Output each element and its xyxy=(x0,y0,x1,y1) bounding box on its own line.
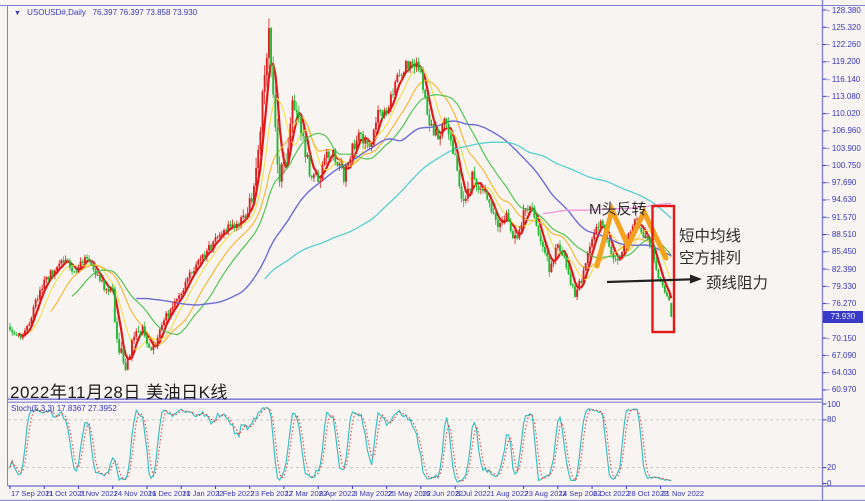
annotation-ma-bearish-alignment[interactable]: 短中均线 空方排列 xyxy=(679,226,741,270)
date-tick-label: 1 Aug 2022 xyxy=(490,489,529,498)
price-tick-label: - 125.320 xyxy=(827,22,861,32)
annotation-line-2: 空方排列 xyxy=(679,250,742,267)
stochastic-indicator-label: Stoch(5,3,3) 17.8367 27.3952 xyxy=(11,404,117,413)
date-tick-label: 8 Jul 2022 xyxy=(456,489,491,498)
annotation-neckline-resistance[interactable]: 颈线阻力 xyxy=(706,275,769,292)
date-tick-label: 2 Nov 2021 xyxy=(79,489,118,498)
price-tick-label: - 70.150 xyxy=(827,333,857,343)
ohlc-quote-label: 76.397 76.397 73.858 73.930 xyxy=(92,8,198,17)
stoch-level-label: 80 xyxy=(827,415,836,425)
stoch-level-label: 20 xyxy=(827,463,836,473)
chart-caption: 2022年11月28日 美油日K线 xyxy=(10,383,228,402)
price-tick-label: - 113.080 xyxy=(827,91,861,101)
date-tick-label: 28 Oct 2022 xyxy=(627,489,669,498)
symbol-dropdown-icon[interactable]: ▼ xyxy=(14,10,21,17)
date-tick-label: 6 Oct 2022 xyxy=(593,489,630,498)
symbol-period-label: USOUSD#,Daily xyxy=(27,8,86,17)
date-tick-label: 21 Nov 2022 xyxy=(661,489,705,498)
date-tick-label: 24 Nov 2021 xyxy=(113,489,157,498)
price-tick-label: - 103.900 xyxy=(827,143,861,153)
price-tick-label: - 128.380 xyxy=(827,5,861,15)
date-tick-label: 16 Jun 2022 xyxy=(421,489,464,498)
price-tick-label: - 64.030 xyxy=(827,368,857,378)
ma-5-line xyxy=(17,62,673,361)
price-tick-label: - 119.200 xyxy=(827,57,861,67)
date-tick-label: 17 Mar 2022 xyxy=(284,489,328,498)
price-tick-label: - 76.270 xyxy=(827,299,857,309)
price-tick-label: - 60.970 xyxy=(827,385,857,395)
ma-30-line xyxy=(71,93,672,336)
date-tick-label: 3 May 2022 xyxy=(353,489,393,498)
date-tick-label: 14 Sep 2022 xyxy=(558,489,602,498)
current-price-badge: 73.930 xyxy=(823,311,863,323)
date-tick-label: 10 Jan 2022 xyxy=(182,489,224,498)
price-tick-label: - 116.140 xyxy=(827,74,861,84)
date-tick-label: 16 Dec 2021 xyxy=(147,489,191,498)
annotation-m-head-reversal[interactable]: M头反转 xyxy=(589,201,647,218)
price-tick-label: - 97.690 xyxy=(827,178,857,188)
price-tick-label: - 100.750 xyxy=(827,160,861,170)
price-tick-label: - 122.260 xyxy=(827,40,861,50)
chart-title-bar: ▼ USOUSD#,Daily 76.397 76.397 73.858 73.… xyxy=(14,8,197,17)
ma-60-line xyxy=(136,120,672,306)
date-tick-label: 8 Apr 2022 xyxy=(319,489,356,498)
stoch-signal-line xyxy=(9,407,672,483)
price-tick-label: - 79.330 xyxy=(827,281,857,291)
stoch-level-label: 100 xyxy=(827,399,841,409)
date-tick-label: 11 Oct 2021 xyxy=(45,489,86,498)
ma-120-line xyxy=(264,141,672,280)
annotation-line-1: 短中均线 xyxy=(679,228,742,245)
stoch-level-label: 0 xyxy=(827,479,832,488)
stoch-main-line xyxy=(9,407,672,483)
date-tick-label: 25 May 2022 xyxy=(387,489,431,498)
neckline-arrow-head xyxy=(690,274,702,284)
ma-250-line xyxy=(542,202,672,215)
price-tick-label: - 82.390 xyxy=(827,264,857,274)
highlight-rectangle-drawing xyxy=(651,204,676,334)
date-tick-label: 1 Feb 2022 xyxy=(216,489,255,498)
price-tick-label: - 110.020 xyxy=(827,109,861,119)
price-tick-label: - 91.570 xyxy=(827,212,857,222)
price-tick-label: - 85.450 xyxy=(827,247,857,257)
stochastic-series xyxy=(8,407,822,483)
chart-drawings[interactable] xyxy=(594,202,702,334)
price-tick-label: - 106.960 xyxy=(827,126,861,136)
date-tick-label: 23 Aug 2022 xyxy=(524,489,567,498)
ma-20-line xyxy=(50,80,672,346)
price-tick-label: - 73.210 xyxy=(827,316,857,326)
date-tick-label: 23 Feb 2022 xyxy=(250,489,293,498)
ma-10-line xyxy=(29,67,672,351)
moving-average-lines xyxy=(17,62,673,361)
price-tick-label: - 67.090 xyxy=(827,350,857,360)
price-tick-label: - 88.510 xyxy=(827,230,857,239)
candlestick-series xyxy=(9,18,673,372)
date-tick-label: 17 Sep 2021 xyxy=(11,489,54,498)
price-tick-label: - 94.630 xyxy=(827,195,857,205)
